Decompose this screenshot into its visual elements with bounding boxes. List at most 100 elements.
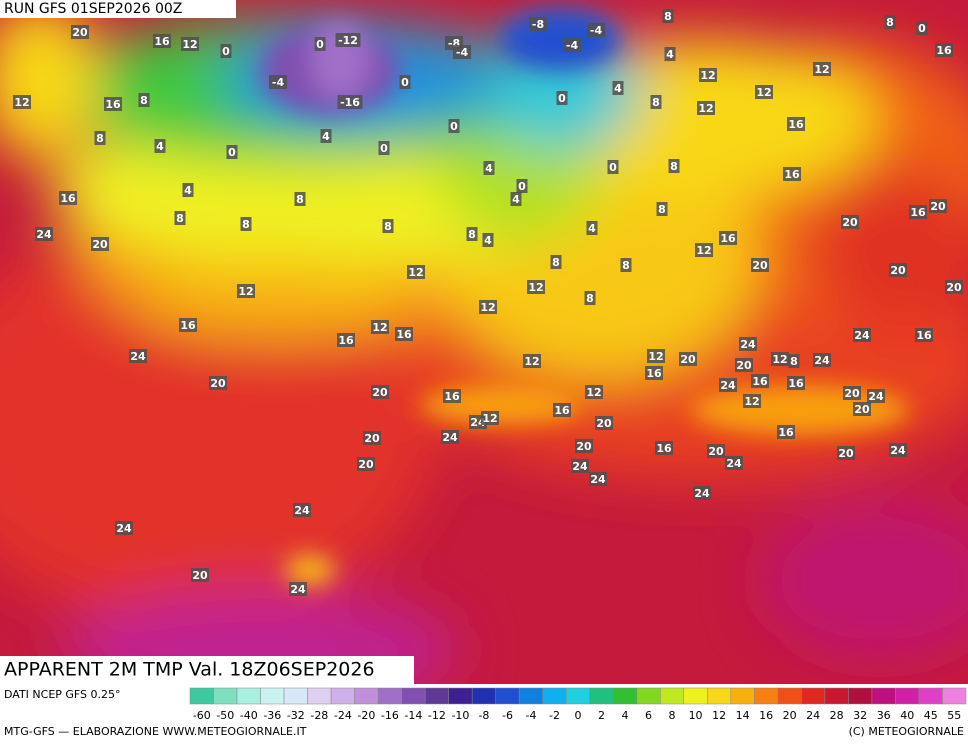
isotherm-label: 12 — [238, 285, 253, 298]
label-box — [719, 378, 737, 392]
label-box — [441, 430, 459, 444]
isotherm-label: 0 — [558, 92, 566, 105]
scale-label: -36 — [263, 709, 281, 722]
run-box — [0, 0, 236, 18]
isotherm-label: 20 — [838, 447, 854, 460]
label-box — [129, 349, 147, 363]
scale-label: 8 — [669, 709, 676, 722]
label-box — [371, 320, 389, 334]
scale-swatch — [848, 687, 873, 705]
scale-swatch — [754, 687, 779, 705]
credit: MTG-GFS — ELABORAZIONE WWW.METEOGIORNALE… — [4, 725, 307, 738]
label-box — [527, 280, 545, 294]
isotherm-label: 0 — [918, 22, 926, 35]
scale-swatch — [918, 687, 943, 705]
label-box — [777, 425, 795, 439]
scale-swatch — [636, 687, 661, 705]
label-box — [337, 333, 355, 347]
isotherm-label: 8 — [664, 10, 672, 23]
scale-swatch — [895, 687, 920, 705]
label-box — [739, 337, 757, 351]
label-box — [607, 160, 619, 174]
isotherm-label: 24 — [726, 457, 742, 470]
label-box — [612, 81, 624, 95]
isotherm-label: 12 — [756, 86, 771, 99]
isotherm-label: 8 — [790, 355, 798, 368]
scale-label: 4 — [622, 709, 629, 722]
scale-label: 28 — [830, 709, 844, 722]
label-box — [35, 227, 53, 241]
isotherm-label: 12 — [408, 266, 423, 279]
isotherm-label: 8 — [96, 132, 104, 145]
label-box — [699, 68, 717, 82]
label-box — [94, 131, 106, 145]
isotherm-label: -4 — [590, 24, 603, 37]
isotherm-label: 12 — [528, 281, 543, 294]
label-box — [867, 389, 885, 403]
label-box — [240, 217, 252, 231]
label-box — [647, 349, 665, 363]
scale-swatch — [189, 687, 214, 705]
isotherm-label: 24 — [36, 228, 52, 241]
label-box — [443, 389, 461, 403]
label-box — [589, 472, 607, 486]
map-title: APPARENT 2M TMP Val. 18Z06SEP2026 — [4, 659, 375, 681]
label-box — [516, 179, 528, 193]
scale-label: -50 — [216, 709, 234, 722]
isotherm-label: 20 — [72, 26, 88, 39]
label-box — [314, 37, 326, 51]
isotherm-label: 12 — [696, 244, 711, 257]
isotherm-label: 8 — [658, 203, 666, 216]
isotherm-label: 24 — [116, 522, 132, 535]
label-box — [182, 183, 194, 197]
scale-swatch — [260, 687, 285, 705]
isotherm-label: 12 — [480, 301, 495, 314]
scale-label: 55 — [947, 709, 961, 722]
isotherm-label: 8 — [242, 218, 250, 231]
isotherm-label: 16 — [656, 442, 672, 455]
label-box — [556, 91, 568, 105]
label-box — [656, 202, 668, 216]
label-box — [407, 265, 425, 279]
scale-swatch — [589, 687, 614, 705]
label-box — [226, 145, 238, 159]
label-box — [915, 328, 933, 342]
label-box — [751, 374, 769, 388]
isotherm-label: 12 — [648, 350, 663, 363]
scale-label: 24 — [806, 709, 820, 722]
isotherm-label: 0 — [401, 76, 409, 89]
isotherm-label: 0 — [518, 180, 526, 193]
isotherm-label: 4 — [666, 48, 674, 61]
scale-label: -60 — [193, 709, 211, 722]
isotherm-label: 20 — [596, 417, 612, 430]
scale-label: -2 — [549, 709, 560, 722]
label-box — [363, 431, 381, 445]
isotherm-label: 16 — [554, 404, 570, 417]
isotherm-label: 16 — [105, 98, 121, 111]
isotherm-label: 20 — [930, 200, 946, 213]
label-box — [620, 258, 632, 272]
label-box — [719, 231, 737, 245]
isotherm-label: 20 — [576, 440, 592, 453]
scale-swatch — [377, 687, 402, 705]
source: DATI NCEP GFS 0.25° — [4, 688, 121, 701]
label-box — [395, 327, 413, 341]
isotherm-label: 4 — [484, 234, 492, 247]
label-box — [735, 358, 753, 372]
label-box — [237, 284, 255, 298]
label-box — [575, 439, 593, 453]
label-box — [813, 62, 831, 76]
isotherm-label: 24 — [590, 473, 606, 486]
isotherm-label: 4 — [512, 193, 520, 206]
label-box — [523, 354, 541, 368]
isotherm-label: 8 — [176, 212, 184, 225]
label-box — [662, 9, 674, 23]
label-box — [104, 97, 122, 111]
isotherm-label: 20 — [946, 281, 962, 294]
isotherm-label: 12 — [14, 96, 29, 109]
isotherm-label: 8 — [622, 259, 630, 272]
isotherm-label: 16 — [396, 328, 412, 341]
scale-label: 40 — [900, 709, 914, 722]
label-box — [337, 95, 363, 109]
isotherm-label: 20 — [192, 569, 208, 582]
